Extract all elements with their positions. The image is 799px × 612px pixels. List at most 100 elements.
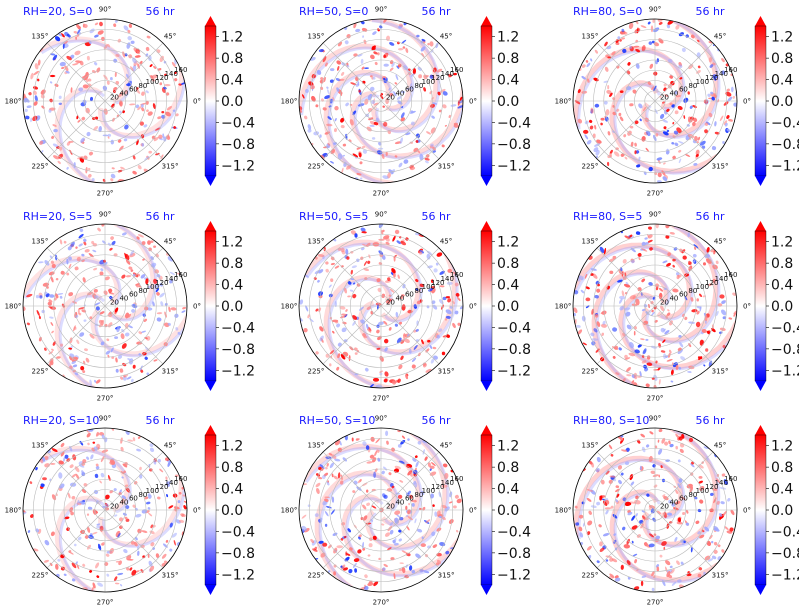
field-cell [649,431,654,435]
field-cell [639,118,642,122]
radial-gridline [634,489,676,531]
field-cell [375,438,381,444]
field-cell [357,103,365,107]
field-cell [178,491,182,495]
field-cell [640,433,646,438]
field-cell [615,41,620,46]
field-cell [68,263,72,269]
field-cell [696,39,700,43]
field-cell [358,152,362,158]
radial-gridline [63,264,147,348]
colorbar-gradient [480,25,493,177]
field-cell [373,471,376,478]
field-cell [66,166,69,170]
field-cell [165,539,169,543]
field-cell [442,104,447,109]
field-cell [615,499,619,503]
field-cell [622,497,627,502]
field-cell [115,357,118,363]
colorbar-tick-label: 0.8 [221,256,243,272]
field-cell [678,64,683,69]
spiral-band [102,478,186,548]
field-cell [665,560,671,566]
field-cell [127,439,134,442]
field-cell [81,116,86,121]
field-cell [397,378,401,383]
field-cell [51,330,54,334]
radial-gridline [53,254,157,358]
field-cell [657,19,663,22]
field-cell [157,116,162,120]
field-cell [413,344,418,350]
field-cell [596,139,602,144]
colorbar-tick-label: −1.2 [221,567,255,583]
field-cell [135,104,140,109]
field-cell [114,19,118,23]
field-cell [301,525,307,531]
field-cell [356,437,360,441]
field-cell [394,229,400,235]
field-cell [23,93,26,99]
field-cell [648,166,653,172]
field-cell [325,466,328,470]
field-cell [364,585,369,591]
field-cell [398,321,403,325]
field-cell [362,35,365,38]
field-cell [578,526,583,532]
field-cell [454,494,459,499]
field-cell [326,463,329,467]
field-cell [708,57,713,63]
field-cell [326,505,332,509]
field-cell [147,493,151,497]
field-cell [120,446,124,452]
field-cell [394,82,398,85]
radial-gridline [43,448,167,572]
field-cell [626,374,632,377]
field-cell [362,547,366,551]
field-cell [174,313,179,318]
radial-tick-label: 20 [386,94,395,102]
angle-tick-label: 45° [164,441,176,449]
field-cell [160,301,164,307]
field-cell [419,568,424,573]
colorbar-tick-label: 0.0 [497,94,519,110]
field-cell [450,104,457,107]
field-cell [145,90,149,94]
field-cell [159,283,163,287]
field-cell [81,253,85,257]
field-cell [136,341,143,345]
field-cell [678,334,682,338]
radial-tick-label: 80 [138,287,147,295]
radial-gridline [613,264,697,348]
field-cell [598,524,602,528]
field-cell [689,261,692,266]
field-cell [595,348,600,353]
field-cell [85,107,90,114]
field-cell [119,368,124,373]
field-cell [391,485,395,489]
field-cell [131,569,137,576]
field-cell [337,353,341,359]
field-cell [406,463,413,468]
spiral-band [327,277,397,388]
field-cell [454,282,459,287]
field-cell [348,355,351,362]
field-cell [677,105,683,110]
field-cell [40,483,45,488]
field-cell [372,457,377,463]
field-cell [337,247,342,251]
field-cell [626,560,631,566]
field-cell [362,441,367,447]
field-cell [373,102,380,106]
field-cell [596,501,601,506]
field-cell [111,167,115,170]
field-cell [357,54,363,57]
field-cell [315,308,319,312]
field-cell [322,107,327,111]
field-cell [425,519,431,524]
field-cell [152,547,155,550]
field-cell [123,138,128,142]
field-cell [72,63,79,66]
field-cell [82,370,86,374]
field-cell [430,127,436,134]
